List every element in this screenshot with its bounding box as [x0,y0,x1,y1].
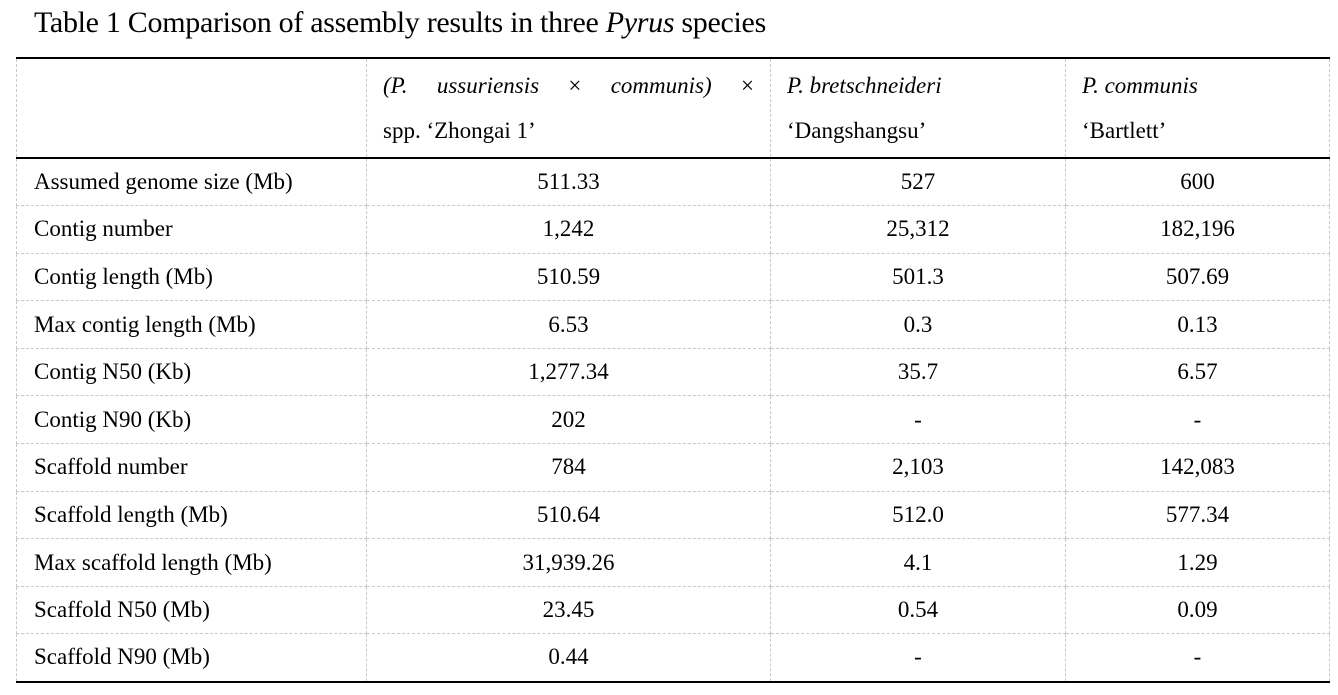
text-segment: Table 1 Comparison of assembly results i… [34,6,606,39]
table-row: Scaffold length (Mb) 510.64 512.0 577.34 [16,490,1330,540]
row-label: Scaffold N90 (Mb) [16,633,367,683]
species-name-line1: P. bretschneideri [787,63,1049,108]
value-cell: 182,196 [1065,205,1330,254]
header-species-zhongai: (P. ussuriensis × communis) × spp. ‘Zhongai … [366,57,771,159]
value-cell: 0.09 [1065,585,1330,635]
species-name-line1: (P. ussuriensis × communis) × [383,63,754,108]
value-cell: 25,312 [770,205,1066,254]
row-label: Scaffold N50 (Mb) [16,585,367,635]
header-species-dangshangsu: P. bretschneideri ‘Dangshangsu’ [770,57,1066,159]
header-metric-cell [16,57,367,159]
table-header: (P. ussuriensis × communis) × spp. ‘Zhongai … [16,57,1330,159]
italic-text-segment: P. communis [1082,73,1198,98]
value-cell: 1.29 [1065,538,1330,587]
species-name-line2: ‘Dangshangsu’ [787,118,927,143]
species-name-line2: spp. ‘Zhongai 1’ [383,118,536,143]
value-cell: 6.57 [1065,347,1330,397]
value-cell: 4.1 [770,538,1066,587]
value-cell: 501.3 [770,252,1066,302]
text-segment: × [740,73,754,98]
table-row: Max contig length (Mb) 6.53 0.3 0.13 [16,300,1330,349]
row-label: Max contig length (Mb) [16,300,367,349]
value-cell: 31,939.26 [366,538,771,587]
table-row: Contig N50 (Kb) 1,277.34 35.7 6.57 [16,347,1330,397]
value-cell: 0.54 [770,585,1066,635]
row-label: Scaffold length (Mb) [16,490,367,540]
value-cell: 527 [770,157,1066,207]
value-cell: - [1065,395,1330,445]
value-cell: 510.64 [366,490,771,540]
value-cell: 0.13 [1065,300,1330,349]
row-label: Contig length (Mb) [16,252,367,302]
value-cell: 1,242 [366,205,771,254]
value-cell: 202 [366,395,771,445]
table-body: Assumed genome size (Mb) 511.33 527 600 Cont… [16,157,1330,683]
table-row: Scaffold number 784 2,103 142,083 [16,443,1330,492]
table-row: Contig length (Mb) 510.59 501.3 507.69 [16,252,1330,302]
table-row: Contig number 1,242 25,312 182,196 [16,205,1330,254]
value-cell: 577.34 [1065,490,1330,540]
italic-text-segment: ussuriensis [436,73,540,98]
italic-text-segment: (P. [383,73,408,98]
italic-text-segment: communis) [610,73,712,98]
species-name-line2: ‘Bartlett’ [1082,118,1167,143]
value-cell: 2,103 [770,443,1066,492]
row-label: Assumed genome size (Mb) [16,157,367,207]
value-cell: - [1065,633,1330,683]
table-row: Contig N90 (Kb) 202- - [16,395,1330,445]
italic-text-segment: Pyrus [605,6,675,39]
row-label: Contig number [16,205,367,254]
table-row: Assumed genome size (Mb) 511.33 527 600 [16,157,1330,207]
table-caption: Table 1 Comparison of assembly results i… [34,6,766,40]
text-segment: × [568,73,582,98]
value-cell: 35.7 [770,347,1066,397]
text-segment: species [674,6,766,39]
table-row: Max scaffold length (Mb) 31,939.26 4.1 1.29 [16,538,1330,587]
value-cell: 600 [1065,157,1330,207]
header-row: (P. ussuriensis × communis) × spp. ‘Zhongai … [16,57,1330,159]
value-cell: - [770,633,1066,683]
table-row: Scaffold N50 (Mb) 23.45 0.54 0.09 [16,585,1330,635]
row-label: Contig N50 (Kb) [16,347,367,397]
value-cell: 507.69 [1065,252,1330,302]
value-cell: 510.59 [366,252,771,302]
species-name-line1: P. communis [1082,63,1313,108]
header-species-bartlett: P. communis ‘Bartlett’ [1065,57,1330,159]
value-cell: 142,083 [1065,443,1330,492]
value-cell: 0.3 [770,300,1066,349]
assembly-results-table: (P. ussuriensis × communis) × spp. ‘Zhongai … [16,57,1330,683]
value-cell: 1,277.34 [366,347,771,397]
value-cell: 6.53 [366,300,771,349]
value-cell: 0.44 [366,633,771,683]
row-label: Scaffold number [16,443,367,492]
value-cell: - [770,395,1066,445]
value-cell: 511.33 [366,157,771,207]
row-label: Contig N90 (Kb) [16,395,367,445]
value-cell: 23.45 [366,585,771,635]
row-label: Max scaffold length (Mb) [16,538,367,587]
table-row: Scaffold N90 (Mb) 0.44- - [16,633,1330,683]
value-cell: 784 [366,443,771,492]
italic-text-segment: P. bretschneideri [787,73,942,98]
value-cell: 512.0 [770,490,1066,540]
